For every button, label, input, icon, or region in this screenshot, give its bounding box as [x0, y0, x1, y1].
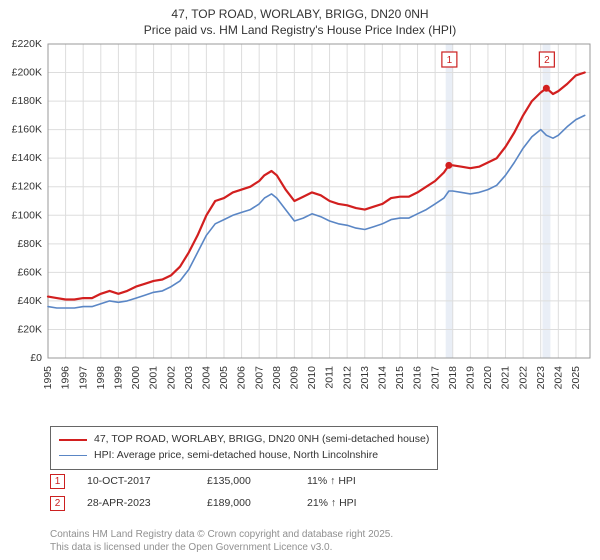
chart-svg: £0 £20K £40K £60K £80K £100K £120K £140K £160K £1… — [0, 38, 600, 420]
svg-text:2000: 2000 — [130, 366, 142, 390]
svg-text:£0: £0 — [30, 352, 42, 364]
svg-text:2003: 2003 — [183, 366, 195, 390]
svg-text:2025: 2025 — [570, 366, 582, 390]
legend-label-price-paid: 47, TOP ROAD, WORLABY, BRIGG, DN20 0NH (… — [94, 432, 429, 448]
svg-text:£80K: £80K — [17, 238, 42, 250]
legend-swatch-price-paid — [59, 439, 87, 441]
svg-text:2006: 2006 — [236, 366, 248, 390]
svg-text:1997: 1997 — [77, 366, 89, 390]
svg-text:£180K: £180K — [12, 95, 42, 107]
svg-text:2001: 2001 — [148, 366, 160, 390]
svg-text:2013: 2013 — [359, 366, 371, 390]
svg-text:2020: 2020 — [482, 366, 494, 390]
svg-text:£200K: £200K — [12, 67, 42, 79]
svg-text:1998: 1998 — [95, 366, 107, 390]
svg-text:1: 1 — [447, 55, 453, 66]
svg-text:£140K: £140K — [12, 152, 42, 164]
svg-text:2014: 2014 — [377, 366, 389, 390]
title-block: 47, TOP ROAD, WORLABY, BRIGG, DN20 0NH P… — [0, 0, 600, 40]
svg-text:2015: 2015 — [394, 366, 406, 390]
footer-line-1: Contains HM Land Registry data © Crown c… — [50, 528, 393, 541]
svg-text:£60K: £60K — [17, 266, 42, 278]
svg-text:£220K: £220K — [12, 38, 42, 50]
svg-text:2009: 2009 — [289, 366, 301, 390]
event-marker-2: 2 — [50, 496, 65, 511]
chart-area: £0 £20K £40K £60K £80K £100K £120K £140K £160K £1… — [0, 38, 600, 420]
svg-text:£20K: £20K — [17, 323, 42, 335]
legend-label-hpi: HPI: Average price, semi-detached house,… — [94, 448, 378, 464]
svg-text:2024: 2024 — [552, 366, 564, 390]
svg-text:2004: 2004 — [201, 366, 213, 390]
events-table: 1 10-OCT-2017 £135,000 11% ↑ HPI 2 28-AP… — [50, 470, 357, 514]
legend-swatch-hpi — [59, 455, 87, 456]
footer-line-2: This data is licensed under the Open Gov… — [50, 541, 393, 554]
svg-text:£100K: £100K — [12, 209, 42, 221]
svg-text:2008: 2008 — [271, 366, 283, 390]
legend-item-hpi: HPI: Average price, semi-detached house,… — [59, 448, 429, 464]
svg-text:2010: 2010 — [306, 366, 318, 390]
legend-item-price-paid: 47, TOP ROAD, WORLABY, BRIGG, DN20 0NH (… — [59, 432, 429, 448]
svg-text:1999: 1999 — [113, 366, 125, 390]
title-line-2: Price paid vs. HM Land Registry's House … — [0, 22, 600, 38]
footer: Contains HM Land Registry data © Crown c… — [50, 528, 393, 554]
svg-text:2019: 2019 — [464, 366, 476, 390]
event-pct-1: 11% ↑ HPI — [307, 475, 356, 487]
event-row-1: 1 10-OCT-2017 £135,000 11% ↑ HPI — [50, 470, 357, 492]
chart-container: 47, TOP ROAD, WORLABY, BRIGG, DN20 0NH P… — [0, 0, 600, 560]
svg-text:2002: 2002 — [165, 366, 177, 390]
svg-text:£40K: £40K — [17, 295, 42, 307]
svg-text:2005: 2005 — [218, 366, 230, 390]
event-price-2: £189,000 — [207, 497, 307, 509]
svg-text:2011: 2011 — [324, 366, 336, 389]
svg-text:2016: 2016 — [412, 366, 424, 390]
event-date-2: 28-APR-2023 — [87, 497, 207, 509]
svg-text:2012: 2012 — [341, 366, 353, 390]
svg-text:2007: 2007 — [253, 366, 265, 390]
svg-text:2018: 2018 — [447, 366, 459, 390]
svg-text:2: 2 — [544, 55, 550, 66]
event-pct-2: 21% ↑ HPI — [307, 497, 357, 509]
event-row-2: 2 28-APR-2023 £189,000 21% ↑ HPI — [50, 492, 357, 514]
svg-text:2023: 2023 — [535, 366, 547, 390]
title-line-1: 47, TOP ROAD, WORLABY, BRIGG, DN20 0NH — [0, 6, 600, 22]
event-price-1: £135,000 — [207, 475, 307, 487]
event-marker-1: 1 — [50, 474, 65, 489]
svg-text:2021: 2021 — [500, 366, 512, 390]
event-date-1: 10-OCT-2017 — [87, 475, 207, 487]
svg-text:2022: 2022 — [517, 366, 529, 390]
legend: 47, TOP ROAD, WORLABY, BRIGG, DN20 0NH (… — [50, 426, 438, 470]
svg-text:£160K: £160K — [12, 124, 42, 136]
svg-text:2017: 2017 — [429, 366, 441, 390]
svg-text:1995: 1995 — [42, 366, 54, 390]
svg-text:1996: 1996 — [60, 366, 72, 390]
svg-text:£120K: £120K — [12, 181, 42, 193]
